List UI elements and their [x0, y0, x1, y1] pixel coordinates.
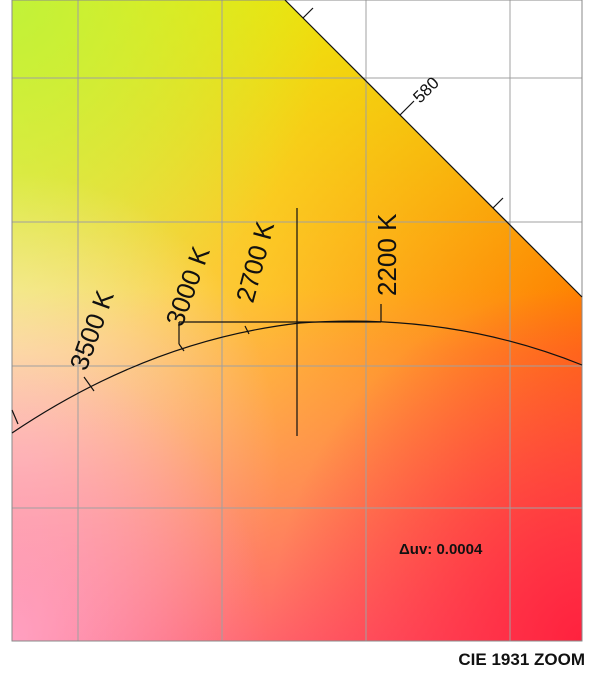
spectral-locus-line: [284, 0, 583, 298]
planckian-locus: [11, 304, 583, 434]
cct-label-2200: 2200 K: [372, 213, 402, 296]
cct-tick-2700: [244, 325, 250, 335]
edge-tick-left: [11, 409, 19, 425]
spectral-locus: [284, 0, 583, 298]
delta-uv-readout: Δuv: 0.0004: [399, 541, 483, 558]
spectral-tick: [399, 100, 415, 116]
plot-frame: [11, 0, 583, 642]
spectral-tick: [302, 7, 314, 19]
spectral-tick: [492, 197, 504, 209]
planckian-locus-curve: [11, 320, 583, 434]
cct-tick-3000: [178, 343, 185, 352]
chart-title: CIE 1931 ZOOM: [458, 650, 585, 669]
cct-tick-3500: [83, 376, 95, 392]
